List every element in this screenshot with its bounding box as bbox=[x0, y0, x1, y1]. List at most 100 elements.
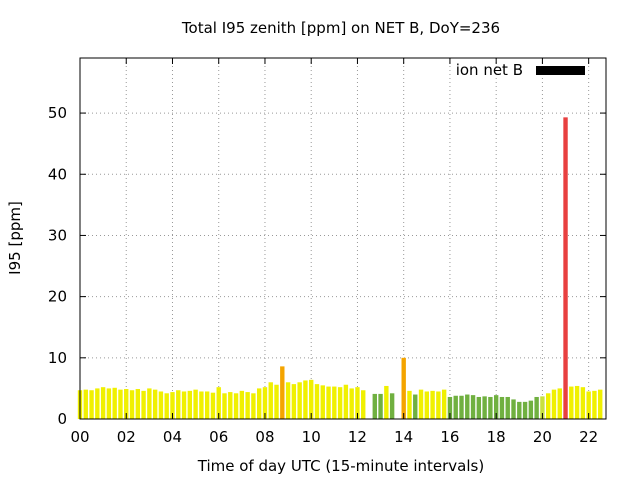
bar-35 bbox=[280, 366, 285, 419]
bar-59 bbox=[430, 390, 435, 419]
x-axis-label: Time of day UTC (15-minute intervals) bbox=[197, 457, 484, 475]
bar-19 bbox=[187, 390, 193, 419]
bar-71 bbox=[499, 396, 505, 419]
x-tick-label: 22 bbox=[579, 428, 598, 446]
bar-15 bbox=[164, 393, 169, 419]
bar-49 bbox=[361, 390, 366, 419]
x-tick-label: 04 bbox=[163, 428, 182, 446]
bar-12 bbox=[147, 388, 152, 419]
bar-43 bbox=[326, 386, 331, 419]
bar-20 bbox=[193, 389, 198, 419]
bar-87 bbox=[592, 390, 597, 419]
bar-27 bbox=[233, 393, 239, 419]
bar-69 bbox=[488, 396, 493, 419]
bar-7 bbox=[118, 389, 123, 419]
bar-11 bbox=[141, 390, 146, 419]
legend-label: ion net B bbox=[456, 61, 523, 79]
bar-37 bbox=[291, 384, 297, 419]
bar-36 bbox=[285, 382, 291, 419]
bar-14 bbox=[158, 391, 164, 419]
bar-55 bbox=[407, 390, 412, 419]
bar-23 bbox=[210, 392, 216, 419]
bar-10 bbox=[135, 389, 140, 419]
bar-38 bbox=[297, 382, 302, 419]
x-tick-label: 10 bbox=[302, 428, 321, 446]
x-tick-label: 18 bbox=[487, 428, 506, 446]
bar-66 bbox=[470, 395, 476, 419]
y-tick-labels: 0 10 20 30 40 50 bbox=[48, 104, 67, 428]
bar-18 bbox=[181, 391, 187, 419]
bar-84 bbox=[574, 385, 580, 419]
bar-28 bbox=[239, 390, 245, 419]
bar-70 bbox=[493, 395, 499, 419]
bar-26 bbox=[228, 392, 233, 419]
bar-9 bbox=[129, 390, 135, 419]
bar-53 bbox=[389, 393, 395, 419]
bar-78 bbox=[540, 396, 545, 419]
y-axis-label: I95 [ppm] bbox=[6, 201, 24, 275]
x-tick-label: 12 bbox=[348, 428, 367, 446]
bar-64 bbox=[459, 395, 464, 419]
bar-29 bbox=[245, 392, 250, 419]
grid-lines bbox=[80, 58, 606, 419]
bar-88 bbox=[598, 389, 603, 419]
bar-21 bbox=[199, 391, 204, 419]
x-tick-labels: 00 02 04 06 08 10 12 14 16 18 20 22 bbox=[70, 428, 598, 446]
bar-46 bbox=[343, 384, 349, 419]
bar-57 bbox=[418, 389, 424, 419]
y-tick-label: 50 bbox=[48, 104, 67, 122]
bar-83 bbox=[569, 386, 574, 419]
bar-65 bbox=[465, 394, 470, 419]
bar-34 bbox=[274, 384, 279, 419]
chart-title: Total I95 zenith [ppm] on NET B, DoY=236 bbox=[181, 19, 500, 37]
bar-31 bbox=[256, 388, 262, 419]
bar-2 bbox=[89, 390, 94, 419]
x-tick-label: 08 bbox=[255, 428, 274, 446]
bar-62 bbox=[447, 396, 453, 419]
bar-47 bbox=[349, 388, 354, 419]
y-tick-label: 10 bbox=[48, 349, 67, 367]
bar-77 bbox=[534, 396, 539, 419]
bar-75 bbox=[522, 401, 528, 419]
bar-30 bbox=[251, 393, 256, 419]
bar-79 bbox=[546, 393, 551, 419]
bar-51 bbox=[378, 393, 383, 419]
x-tick-label: 00 bbox=[70, 428, 89, 446]
bar-74 bbox=[517, 401, 522, 419]
bar-73 bbox=[511, 399, 516, 419]
bar-series bbox=[77, 117, 603, 419]
bar-54 bbox=[401, 357, 406, 419]
bar-25 bbox=[222, 393, 227, 419]
bar-41 bbox=[314, 384, 320, 419]
bar-1 bbox=[83, 389, 88, 419]
bar-50 bbox=[372, 393, 377, 419]
y-tick-label: 40 bbox=[48, 165, 67, 183]
bar-13 bbox=[152, 389, 158, 419]
bar-6 bbox=[112, 387, 117, 419]
y-tick-label: 30 bbox=[48, 226, 67, 244]
bar-33 bbox=[268, 382, 273, 419]
x-tick-label: 20 bbox=[533, 428, 552, 446]
bar-40 bbox=[309, 379, 314, 419]
bar-42 bbox=[320, 385, 325, 419]
bar-86 bbox=[586, 391, 591, 419]
bar-80 bbox=[551, 389, 557, 419]
bar-39 bbox=[303, 380, 308, 419]
bar-58 bbox=[424, 391, 430, 419]
bar-4 bbox=[100, 387, 106, 419]
y-tick-label: 0 bbox=[57, 410, 67, 428]
x-tick-label: 16 bbox=[440, 428, 459, 446]
bar-81 bbox=[557, 388, 562, 419]
x-tick-label: 06 bbox=[209, 428, 228, 446]
bar-68 bbox=[482, 396, 487, 419]
bar-44 bbox=[332, 386, 337, 419]
bar-60 bbox=[436, 391, 441, 419]
bar-24 bbox=[216, 387, 221, 419]
legend-swatch bbox=[536, 66, 585, 75]
bar-32 bbox=[262, 387, 268, 419]
bar-45 bbox=[337, 387, 343, 419]
bar-22 bbox=[204, 391, 210, 419]
bar-76 bbox=[528, 400, 534, 419]
bar-52 bbox=[384, 385, 389, 419]
